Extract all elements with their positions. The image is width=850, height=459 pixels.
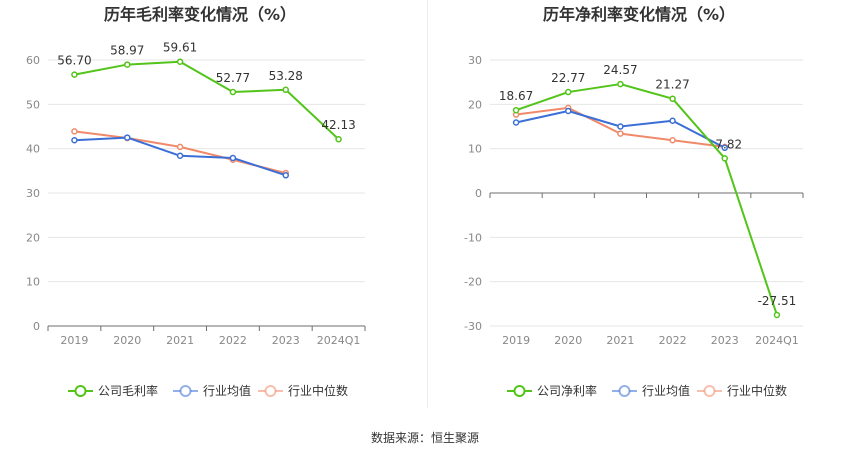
data-point (229, 88, 237, 96)
chart-title: 历年净利率变化情况（%） (543, 5, 735, 24)
y-tick-label: 50 (26, 98, 40, 111)
y-tick-label: 20 (26, 231, 40, 244)
data-point (176, 143, 184, 151)
chart-panel-1: 历年毛利率变化情况（%） 0 10 20 30 40 50 60 2019 2020 2021 202… (26, 5, 366, 398)
data-label: 42.13 (321, 118, 355, 132)
y-tick-label: 0 (475, 187, 482, 200)
y-tick-label: 20 (468, 98, 482, 111)
data-label: 21.27 (655, 78, 689, 92)
series-line-3 (74, 130, 286, 175)
x-tick-label: 2022 (659, 334, 687, 347)
legend-item-2: 行业均值 (173, 383, 251, 398)
data-point (124, 61, 131, 68)
y-tick-label: -10 (464, 231, 482, 244)
data-point (565, 107, 572, 115)
y-tick-label: -30 (464, 320, 482, 333)
data-point (721, 155, 728, 162)
legend-marker-icon (264, 385, 277, 397)
legend-item-3: 行业中位数 (258, 383, 348, 398)
data-point (773, 311, 781, 319)
data-point (124, 134, 131, 141)
data-point (669, 117, 676, 124)
data-label: 52.77 (216, 71, 250, 85)
data-point (512, 119, 520, 126)
data-point (617, 130, 624, 137)
data-point (512, 106, 520, 114)
data-point (71, 136, 78, 144)
data-label: 7.82 (715, 137, 742, 151)
chart-panel-2: 历年净利率变化情况（%） -30 -20 -10 0 10 20 30 2019 2020 2021… (464, 5, 804, 398)
y-tick-label: 60 (26, 54, 40, 67)
data-point (617, 123, 624, 130)
series-line-1 (74, 60, 340, 140)
data-point (565, 88, 572, 96)
y-tick-label: 30 (468, 54, 482, 67)
legend-label: 公司净利率 (537, 383, 597, 398)
legend-label: 行业均值 (642, 383, 690, 398)
data-point (71, 71, 78, 78)
legend-label: 公司毛利率 (98, 383, 158, 398)
y-tick-label: 30 (26, 187, 40, 200)
y-tick-label: 10 (468, 143, 482, 156)
series-line-1 (515, 83, 778, 316)
legend-label: 行业中位数 (727, 383, 787, 398)
legend-marker-icon (703, 385, 716, 397)
legend-item-3: 行业中位数 (697, 383, 787, 398)
x-tick-label: 2023 (711, 334, 739, 347)
x-tick-label: 2021 (166, 334, 194, 347)
data-point (282, 172, 289, 179)
data-label: 56.70 (57, 54, 91, 68)
chart-title: 历年毛利率变化情况（%） (104, 5, 296, 24)
data-point (335, 135, 342, 143)
data-label: 18.67 (499, 89, 533, 103)
legend-marker-icon (74, 385, 87, 397)
x-tick-label: 2022 (219, 334, 247, 347)
data-point (721, 144, 728, 152)
data-label: 24.57 (603, 63, 637, 77)
panel-divider (427, 0, 428, 408)
legend-label: 行业均值 (203, 383, 251, 398)
legend-label: 行业中位数 (288, 383, 348, 398)
x-tick-label: 2024Q1 (317, 334, 361, 347)
data-point (71, 128, 78, 135)
data-point (176, 152, 184, 160)
y-tick-label: -20 (464, 276, 482, 289)
legend-marker-icon (179, 385, 192, 397)
data-label: 53.28 (269, 69, 303, 83)
x-tick-label: 2024Q1 (755, 334, 799, 347)
legend-item-2: 行业均值 (612, 383, 690, 398)
y-tick-label: 0 (33, 320, 40, 333)
data-point (282, 86, 289, 94)
data-label: 22.77 (551, 71, 585, 85)
y-tick-label: 40 (26, 143, 40, 156)
data-label: 58.97 (110, 44, 144, 58)
data-point (229, 154, 237, 162)
data-point (669, 136, 676, 144)
x-tick-label: 2019 (60, 334, 88, 347)
legend-item-1: 公司净利率 (507, 383, 597, 398)
x-tick-label: 2023 (272, 334, 300, 347)
x-tick-label: 2019 (502, 334, 530, 347)
x-tick-label: 2021 (606, 334, 634, 347)
data-point (176, 58, 184, 65)
legend-marker-icon (513, 385, 526, 397)
data-label: -27.51 (758, 294, 797, 308)
x-tick-label: 2020 (554, 334, 582, 347)
data-point (617, 80, 624, 88)
legend-item-1: 公司毛利率 (68, 383, 158, 398)
legend-marker-icon (618, 385, 631, 397)
y-tick-label: 10 (26, 276, 40, 289)
x-tick-label: 2020 (113, 334, 141, 347)
source-label: 数据来源：恒生聚源 (370, 431, 479, 445)
data-label: 59.61 (163, 41, 197, 55)
data-point (669, 95, 676, 102)
